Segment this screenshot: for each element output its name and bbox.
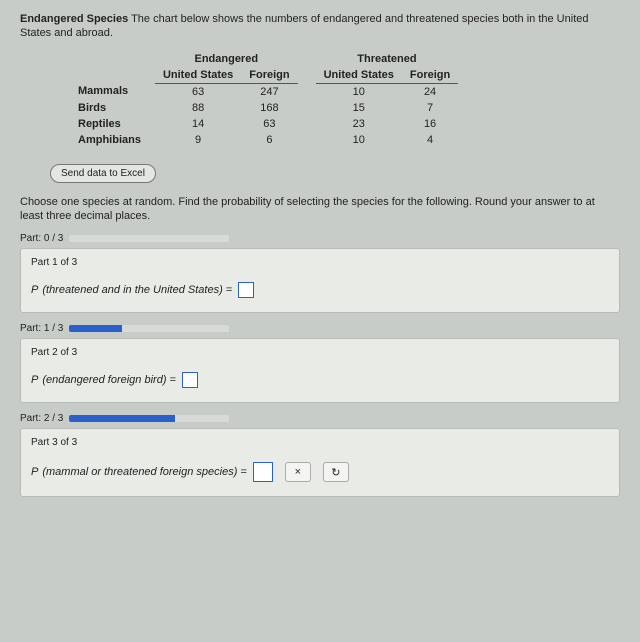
cell: 6 (241, 132, 297, 148)
cell: 63 (241, 116, 297, 132)
cell: 7 (402, 100, 458, 116)
species-table: Endangered Threatened United States Fore… (70, 51, 458, 148)
formula-3: P (mammal or threatened foreign species)… (31, 462, 273, 482)
cell: 88 (155, 100, 241, 116)
progress-bar (69, 415, 229, 422)
formula-p: P (31, 374, 38, 386)
progress-bar (69, 235, 229, 242)
row-label: Reptiles (70, 116, 155, 132)
part-heading: Part 3 of 3 (31, 437, 609, 448)
progress-2: Part: 2 / 3 (20, 413, 620, 424)
cell: 23 (316, 116, 402, 132)
data-table-wrap: Endangered Threatened United States Fore… (70, 51, 620, 148)
part-3-box: Part 3 of 3 P (mammal or threatened fore… (20, 428, 620, 497)
cell: 14 (155, 116, 241, 132)
part-heading: Part 2 of 3 (31, 347, 609, 358)
cell: 4 (402, 132, 458, 148)
instruction-text: Choose one species at random. Find the p… (20, 195, 620, 224)
group-endangered: Endangered (155, 51, 298, 67)
progress-0: Part: 0 / 3 (20, 233, 620, 244)
progress-label: Part: 1 / 3 (20, 323, 63, 334)
title-bold: Endangered Species (20, 13, 128, 25)
cell: 10 (316, 132, 402, 148)
cell: 247 (241, 83, 297, 100)
row-label: Birds (70, 100, 155, 116)
row-label: Amphibians (70, 132, 155, 148)
send-to-excel-button[interactable]: Send data to Excel (50, 164, 156, 183)
part-2-box: Part 2 of 3 P (endangered foreign bird) … (20, 338, 620, 403)
part-heading: Part 1 of 3 (31, 257, 609, 268)
progress-label: Part: 0 / 3 (20, 233, 63, 244)
redo-button[interactable]: ↻ (323, 462, 349, 482)
cell: 9 (155, 132, 241, 148)
formula-body: (mammal or threatened foreign species) = (42, 466, 247, 478)
formula-2: P (endangered foreign bird) = (31, 372, 609, 388)
cell: 168 (241, 100, 297, 116)
answer-input-1[interactable] (238, 282, 254, 298)
cell: 63 (155, 83, 241, 100)
cell: 15 (316, 100, 402, 116)
answer-input-3[interactable] (253, 462, 273, 482)
cell: 16 (402, 116, 458, 132)
table-row: Mammals 63 247 10 24 (70, 83, 458, 100)
col-endangered-foreign: Foreign (241, 67, 297, 84)
col-threatened-us: United States (316, 67, 402, 84)
clear-button[interactable]: × (285, 462, 311, 482)
page-title: Endangered Species The chart below shows… (20, 12, 620, 41)
row-label: Mammals (70, 83, 155, 100)
table-row: Birds 88 168 15 7 (70, 100, 458, 116)
group-threatened: Threatened (316, 51, 459, 67)
table-row: Amphibians 9 6 10 4 (70, 132, 458, 148)
table-row: Reptiles 14 63 23 16 (70, 116, 458, 132)
col-endangered-us: United States (155, 67, 241, 84)
part-1-box: Part 1 of 3 P (threatened and in the Uni… (20, 248, 620, 313)
progress-bar (69, 325, 229, 332)
col-threatened-foreign: Foreign (402, 67, 458, 84)
answer-input-2[interactable] (182, 372, 198, 388)
cell: 24 (402, 83, 458, 100)
formula-p: P (31, 466, 38, 478)
progress-label: Part: 2 / 3 (20, 413, 63, 424)
formula-body: (threatened and in the United States) = (42, 284, 232, 296)
formula-1: P (threatened and in the United States) … (31, 282, 609, 298)
progress-1: Part: 1 / 3 (20, 323, 620, 334)
formula-p: P (31, 284, 38, 296)
cell: 10 (316, 83, 402, 100)
formula-body: (endangered foreign bird) = (42, 374, 176, 386)
